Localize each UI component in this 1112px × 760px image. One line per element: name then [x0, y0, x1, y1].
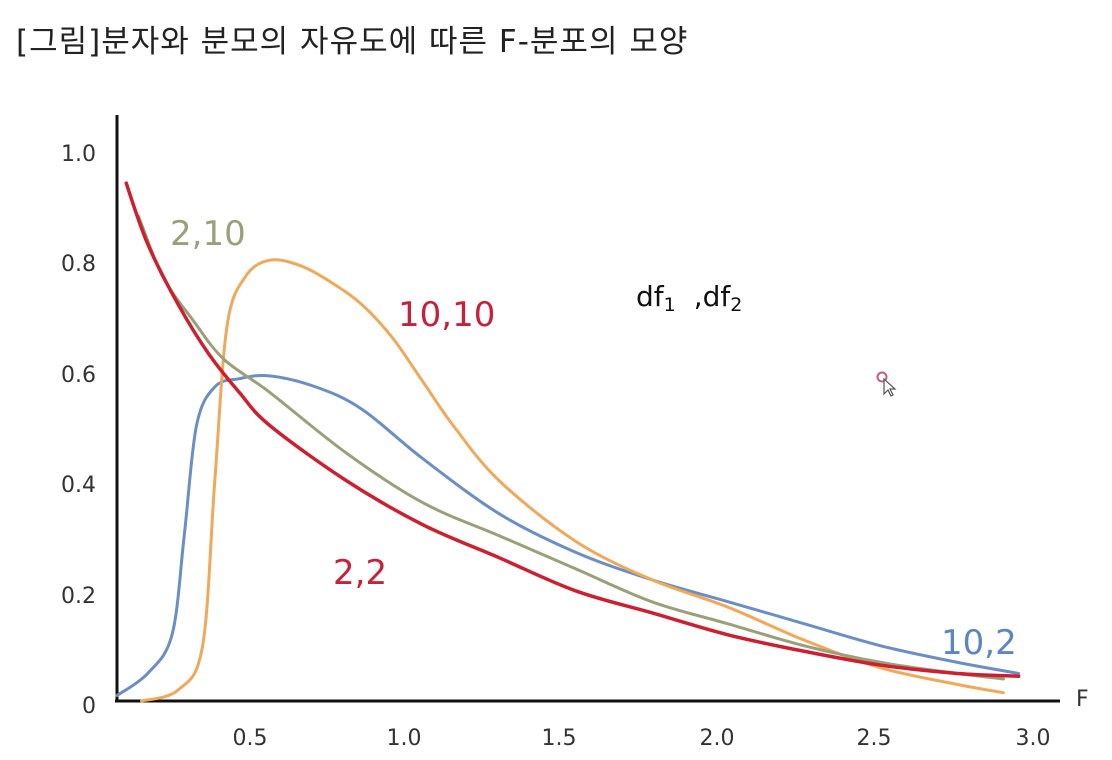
cursor-icon — [876, 371, 897, 397]
series-curves — [115, 181, 1021, 703]
y-tick-label: 1.0 — [61, 142, 96, 167]
y-tick-label: 0.2 — [61, 584, 96, 609]
x-tick-labels: 0.5 1.0 1.5 2.0 2.5 3.0 — [233, 726, 1051, 751]
df-sub1: 1 — [664, 294, 676, 316]
x-tick-label: 3.0 — [1016, 726, 1051, 751]
y-tick-label: 0 — [82, 694, 96, 719]
df-prefix: df — [636, 280, 665, 313]
x-tick-label: 2.0 — [700, 726, 735, 751]
y-tick-label: 0.8 — [61, 252, 96, 277]
series-label-10-2: 10,2 — [941, 623, 1017, 663]
series-line-10-2 — [115, 373, 1021, 697]
series-labels: 2,10 10,10 2,2 10,2 — [170, 214, 1017, 663]
chart-title: [그림]분자와 분모의 자유도에 따른 F-분포의 모양 — [16, 24, 689, 60]
series-line-2-2 — [124, 181, 1021, 678]
x-tick-label: 1.0 — [387, 726, 422, 751]
series-label-2-10: 2,10 — [170, 214, 246, 254]
series-label-2-2: 2,2 — [333, 553, 387, 593]
df-annotation: df1 ,df2 — [636, 280, 742, 316]
x-axis-label: F — [1076, 687, 1089, 712]
df-sub2: 2 — [730, 294, 742, 316]
y-tick-labels: 0 0.2 0.4 0.6 0.8 1.0 — [61, 142, 96, 719]
series-line-2-10 — [136, 214, 1005, 681]
y-tick-label: 0.6 — [61, 363, 96, 388]
y-tick-label: 0.4 — [61, 473, 96, 498]
x-tick-label: 1.5 — [542, 726, 577, 751]
x-tick-label: 2.5 — [857, 726, 892, 751]
series-label-10-10: 10,10 — [398, 295, 495, 335]
x-tick-label: 0.5 — [233, 726, 268, 751]
series-line-10-10 — [140, 258, 1005, 703]
df-separator: ,df — [694, 280, 732, 313]
